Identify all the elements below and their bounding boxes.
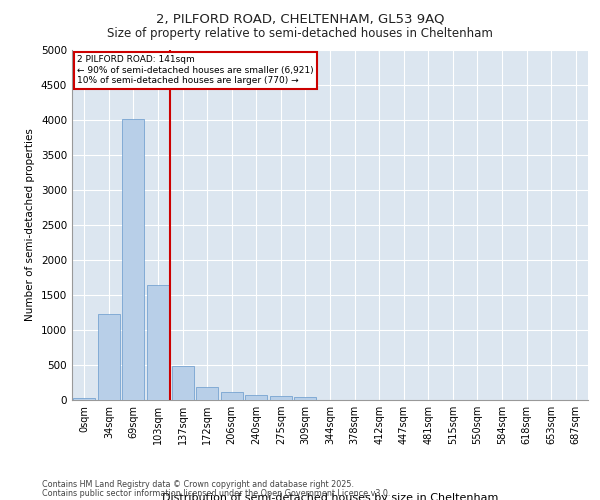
Text: Contains public sector information licensed under the Open Government Licence v3: Contains public sector information licen… — [42, 488, 391, 498]
Bar — [196, 387, 218, 400]
Bar — [73, 398, 95, 400]
Text: Size of property relative to semi-detached houses in Cheltenham: Size of property relative to semi-detach… — [107, 28, 493, 40]
Bar — [221, 392, 243, 400]
Bar — [122, 118, 145, 400]
Bar — [245, 396, 268, 400]
Text: 2 PILFORD ROAD: 141sqm
← 90% of semi-detached houses are smaller (6,921)
10% of : 2 PILFORD ROAD: 141sqm ← 90% of semi-det… — [77, 56, 314, 85]
Bar — [98, 314, 120, 400]
Bar — [147, 285, 169, 400]
Y-axis label: Number of semi-detached properties: Number of semi-detached properties — [25, 128, 35, 322]
Bar — [295, 397, 316, 400]
Bar — [270, 396, 292, 400]
Text: Contains HM Land Registry data © Crown copyright and database right 2025.: Contains HM Land Registry data © Crown c… — [42, 480, 354, 489]
Bar — [172, 366, 194, 400]
X-axis label: Distribution of semi-detached houses by size in Cheltenham: Distribution of semi-detached houses by … — [162, 493, 498, 500]
Text: 2, PILFORD ROAD, CHELTENHAM, GL53 9AQ: 2, PILFORD ROAD, CHELTENHAM, GL53 9AQ — [156, 12, 444, 26]
